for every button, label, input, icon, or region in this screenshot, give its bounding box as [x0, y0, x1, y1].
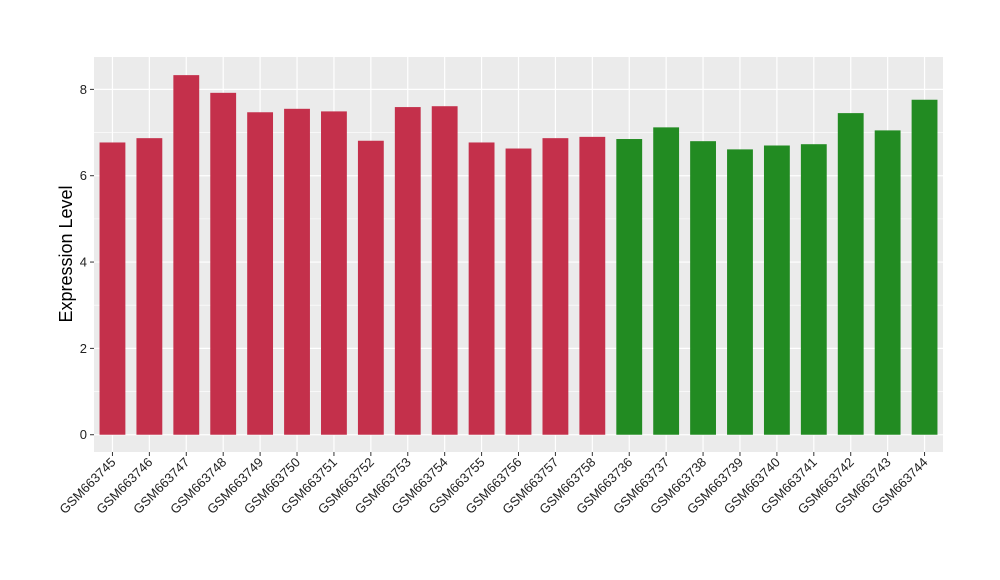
bar-GSM663736	[616, 139, 643, 435]
bar-GSM663751	[321, 111, 347, 435]
bar-GSM663744	[911, 99, 938, 435]
bar-GSM663737	[653, 127, 680, 435]
y-tick-label: 2	[80, 341, 87, 356]
bar-GSM663740	[763, 145, 790, 435]
bar-GSM663749	[247, 112, 274, 435]
y-axis-title: Expression Level	[56, 185, 76, 322]
bar-GSM663750	[284, 108, 310, 435]
y-axis: 0 2 4 6 8	[80, 82, 94, 442]
bar-GSM663738	[690, 141, 716, 435]
y-tick-label: 6	[80, 168, 87, 183]
bar-GSM663752	[357, 140, 384, 435]
bar-GSM663746	[136, 138, 163, 435]
bar-GSM663743	[874, 130, 901, 435]
y-tick-label: 0	[80, 427, 87, 442]
bar-GSM663758	[579, 136, 606, 435]
bar-GSM663756	[505, 148, 532, 435]
bar-GSM663754	[431, 106, 458, 435]
bar-GSM663755	[468, 142, 495, 435]
x-axis: GSM663745GSM663746GSM663747GSM663748GSM6…	[56, 452, 931, 517]
bar-GSM663747	[173, 75, 200, 435]
bar-GSM663748	[210, 92, 237, 435]
bar-GSM663745	[99, 142, 126, 435]
bars	[99, 75, 938, 435]
bar-GSM663753	[394, 107, 421, 435]
bar-GSM663741	[800, 144, 827, 435]
y-tick-label: 8	[80, 82, 87, 97]
bar-GSM663757	[542, 138, 569, 435]
bar-GSM663742	[837, 113, 864, 435]
y-tick-label: 4	[80, 255, 87, 270]
bar-GSM663739	[727, 149, 753, 435]
